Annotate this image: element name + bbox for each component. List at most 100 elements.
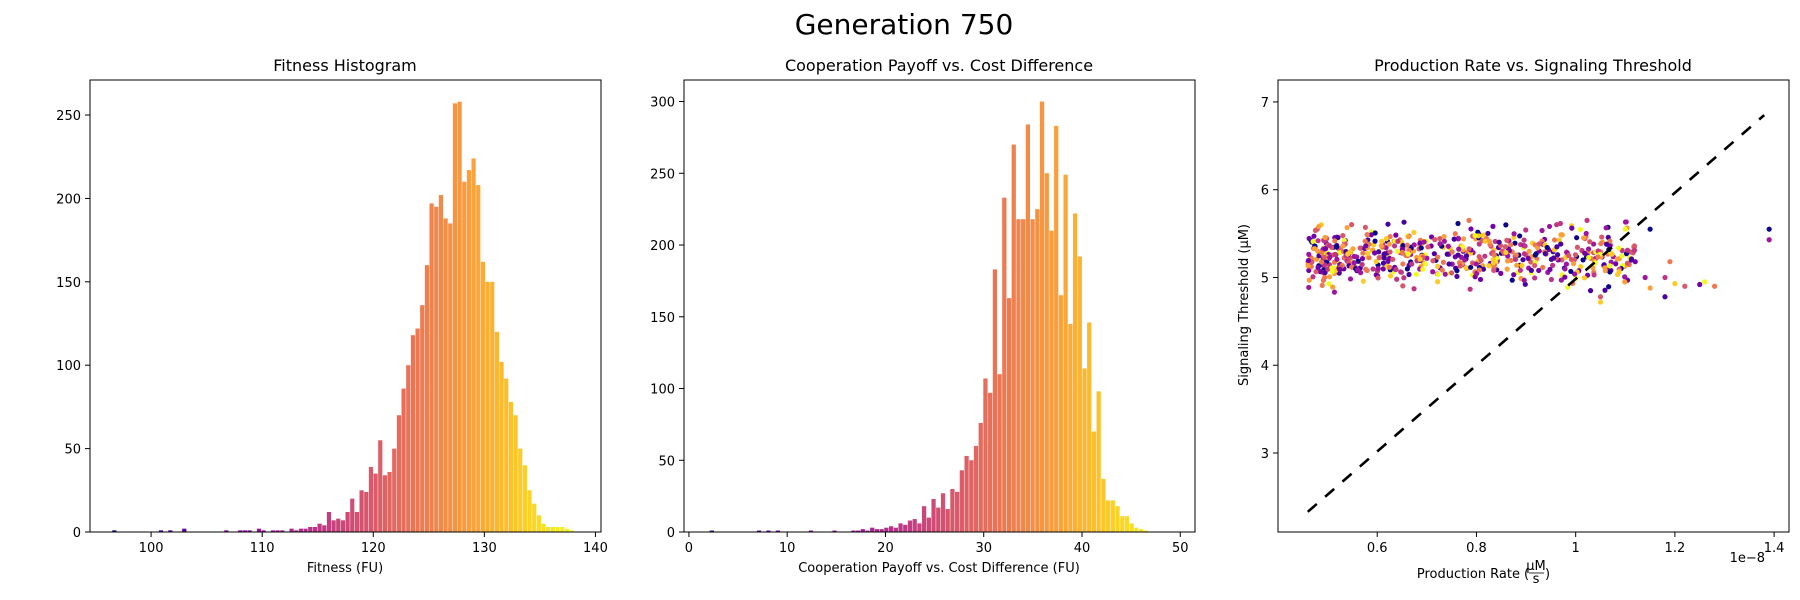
cooperation-bar — [884, 527, 889, 532]
scatter-point — [1417, 256, 1423, 262]
scatter-point — [1568, 256, 1575, 263]
scatter-point — [1480, 266, 1487, 272]
scatter-point — [1647, 285, 1653, 291]
fitness-bar — [336, 518, 341, 532]
cooperation-ytick-label: 50 — [658, 454, 675, 469]
cooperation-bar — [888, 526, 894, 532]
cooperation-bar — [988, 392, 993, 532]
scatter-point — [1326, 274, 1333, 280]
fitness-bar — [242, 530, 248, 532]
scatter-point — [1581, 275, 1588, 281]
scatter-point — [1504, 266, 1510, 272]
scatter-point — [1622, 279, 1628, 285]
scatter-point — [1400, 261, 1406, 267]
scatter-point — [1607, 269, 1613, 275]
scatter-point — [1418, 245, 1424, 251]
fitness-bar — [550, 526, 555, 532]
scatter-point — [1619, 253, 1625, 259]
scatter-point — [1362, 238, 1368, 244]
fitness-bar — [480, 261, 486, 532]
scatter-point — [1595, 254, 1601, 260]
scatter-point — [1603, 225, 1609, 231]
cooperation-bar — [1011, 144, 1016, 533]
scatter-point — [1628, 256, 1635, 262]
fitness-bar — [466, 170, 472, 533]
fitness-histogram-title: Fitness Histogram — [273, 56, 417, 75]
fitness-ytick-label: 200 — [56, 192, 81, 207]
scatter-point — [1622, 219, 1629, 225]
scatter-point — [1435, 271, 1441, 278]
scatter-point — [1522, 281, 1528, 287]
scatter-point — [1476, 241, 1482, 247]
fitness-bar — [504, 378, 509, 532]
scatter-point — [1454, 268, 1460, 274]
scatter-point — [1411, 242, 1417, 248]
fitness-bar — [546, 526, 551, 532]
scatter-point — [1558, 277, 1564, 283]
scatter-point — [1326, 281, 1332, 287]
cooperation-xtick-label: 30 — [975, 541, 992, 556]
fitness-xtick-label: 120 — [361, 541, 386, 556]
fitness-bar — [322, 525, 327, 532]
scatter-point — [1347, 276, 1354, 282]
scatter-point — [1555, 252, 1561, 258]
scatter-reference-line — [1306, 114, 1766, 513]
scatter-point — [1558, 241, 1564, 247]
scatter-point — [1310, 238, 1316, 245]
scatter-point — [1337, 250, 1343, 256]
scatter-point — [1597, 299, 1604, 305]
scatter-point — [1496, 239, 1502, 245]
fitness-bar — [560, 526, 565, 532]
cooperation-bar — [1021, 219, 1026, 532]
scatter-point — [1449, 270, 1455, 276]
fitness-bar — [359, 490, 364, 532]
scatter-point — [1521, 251, 1528, 257]
scatter-point — [1320, 277, 1327, 283]
scatter-point — [1451, 236, 1457, 242]
fitness-bar — [527, 490, 532, 532]
cooperation-bar — [1054, 125, 1059, 533]
fitness-bar — [434, 206, 439, 533]
scatter-point — [1306, 251, 1312, 257]
fitness-bar — [289, 528, 294, 532]
scatter-point — [1405, 234, 1412, 240]
scatter-point — [1366, 255, 1372, 261]
scatter-point — [1326, 242, 1333, 249]
scatter-point — [1393, 232, 1399, 238]
scatter-point — [1587, 288, 1594, 294]
scatter-point — [1413, 271, 1419, 277]
scatter-point — [1574, 235, 1580, 241]
scatter-point — [1632, 259, 1638, 265]
scatter-point — [1404, 266, 1410, 272]
scatter-point — [1442, 271, 1448, 277]
scatter-point — [1539, 227, 1545, 234]
scatter-ytick-label: 4 — [1261, 359, 1269, 374]
scatter-point — [1409, 261, 1415, 267]
scatter-point — [1568, 268, 1574, 275]
scatter-point — [1387, 249, 1393, 255]
cooperation-xtick-label: 40 — [1074, 541, 1091, 556]
scatter-point — [1582, 250, 1588, 256]
scatter-point — [1521, 237, 1527, 243]
fitness-bar — [499, 361, 504, 532]
scatter-point — [1509, 277, 1515, 283]
fitness-bar — [298, 528, 304, 532]
scatter-point — [1512, 240, 1518, 246]
scatter-ytick-label: 5 — [1261, 271, 1269, 286]
cooperation-bar — [1058, 295, 1064, 532]
fitness-bar — [261, 530, 266, 532]
scatter-point — [1325, 266, 1331, 272]
scatter-point — [1375, 275, 1381, 281]
cooperation-bar — [992, 269, 998, 532]
fitness-bar — [392, 448, 397, 532]
cooperation-bar — [1068, 323, 1073, 532]
scatter-point — [1502, 244, 1509, 250]
scatter-point — [1434, 263, 1441, 269]
scatter-point — [1437, 235, 1443, 242]
scatter-point — [1340, 243, 1346, 249]
scatter-point — [1385, 221, 1391, 227]
cooperation-bar — [1044, 173, 1049, 532]
cooperation-ytick-label: 0 — [667, 526, 675, 541]
scatter-point — [1624, 247, 1631, 253]
